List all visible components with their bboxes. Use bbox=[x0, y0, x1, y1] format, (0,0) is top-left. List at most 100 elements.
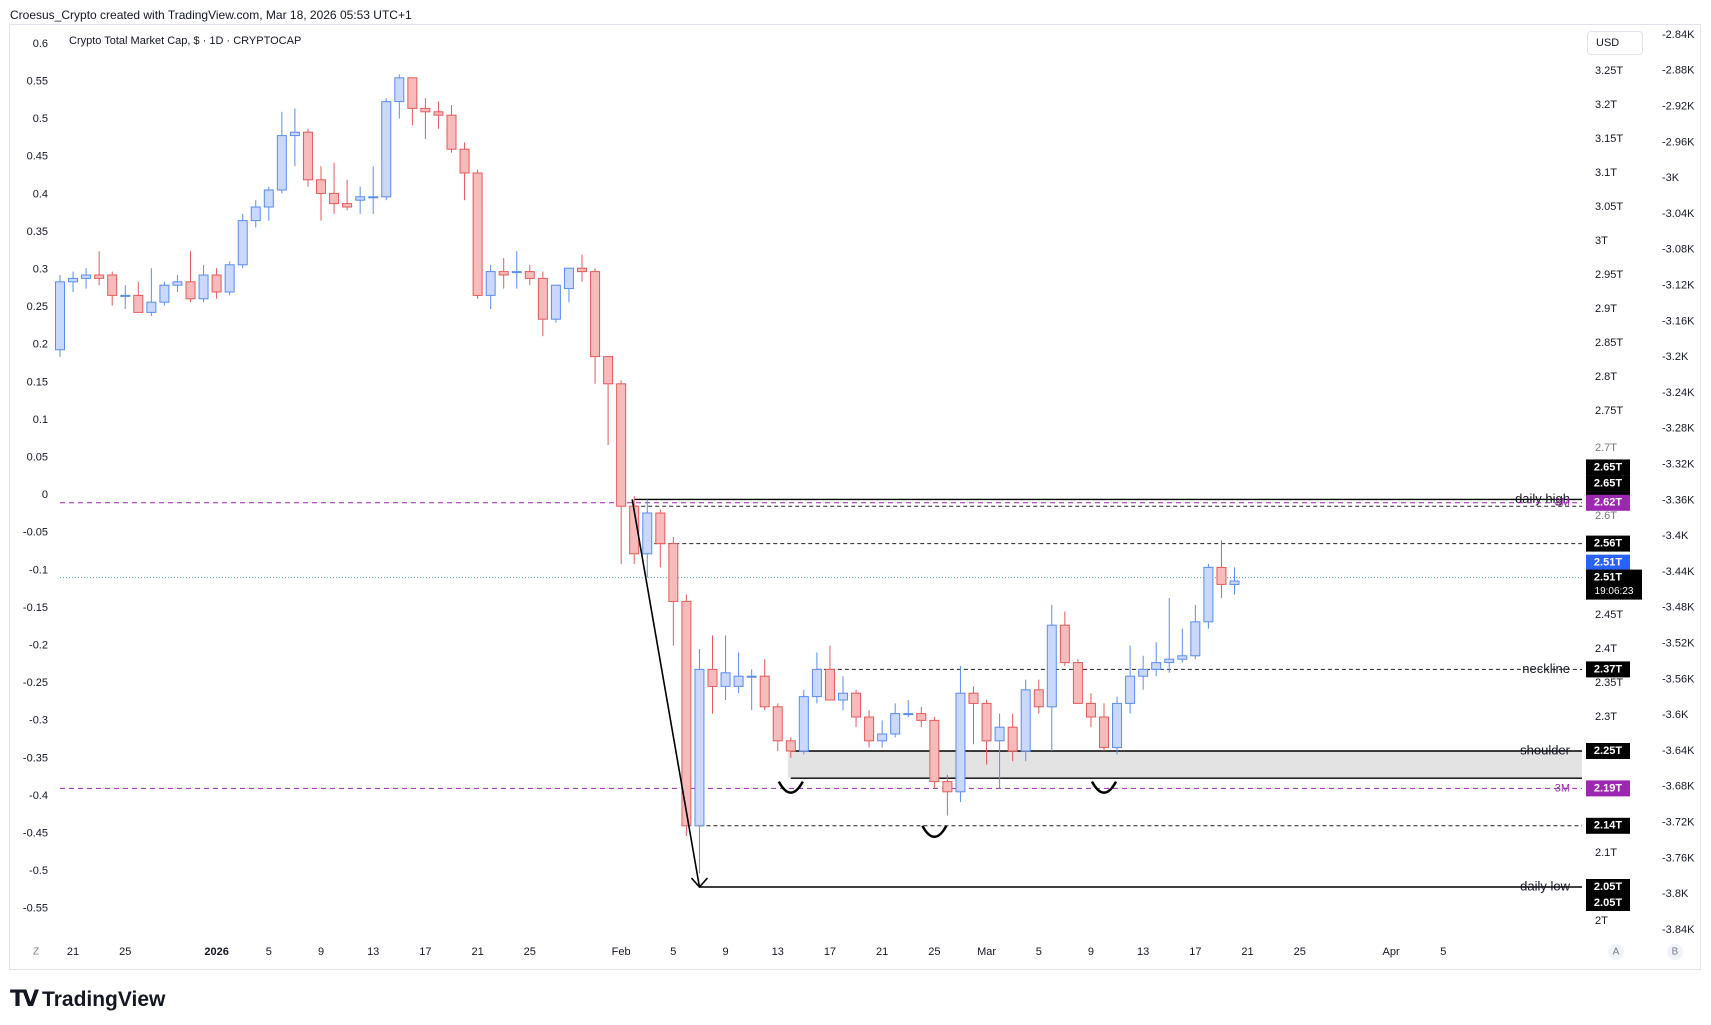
candle-up[interactable] bbox=[1203, 566, 1214, 623]
candle-up[interactable] bbox=[1164, 658, 1175, 664]
log-scale-button[interactable]: B bbox=[1672, 947, 1679, 958]
candle-down[interactable] bbox=[329, 192, 340, 205]
candle-down[interactable] bbox=[185, 281, 196, 300]
candle-up[interactable] bbox=[368, 196, 379, 199]
candle-up[interactable] bbox=[394, 77, 405, 103]
candle-up[interactable] bbox=[1020, 689, 1031, 752]
candle-up[interactable] bbox=[146, 301, 157, 313]
candle-down[interactable] bbox=[616, 383, 627, 507]
candle-up[interactable] bbox=[1177, 655, 1188, 660]
candle-up[interactable] bbox=[642, 512, 653, 555]
candle-up[interactable] bbox=[720, 672, 731, 687]
candle-down[interactable] bbox=[459, 148, 470, 174]
candle-up[interactable] bbox=[289, 131, 300, 137]
candle-up[interactable] bbox=[381, 101, 392, 198]
candle-down[interactable] bbox=[446, 114, 457, 150]
candle-down[interactable] bbox=[785, 740, 796, 752]
candle-down[interactable] bbox=[1033, 689, 1044, 708]
candle-up[interactable] bbox=[1138, 668, 1149, 677]
candle-down[interactable] bbox=[981, 702, 992, 742]
candle-up[interactable] bbox=[550, 284, 561, 320]
candle-down[interactable] bbox=[1085, 702, 1096, 718]
candle-up[interactable] bbox=[68, 277, 79, 283]
candle-down[interactable] bbox=[942, 781, 953, 793]
candle-up[interactable] bbox=[198, 274, 209, 300]
candle-up[interactable] bbox=[1125, 675, 1136, 704]
candle-down[interactable] bbox=[824, 668, 835, 701]
candle-down[interactable] bbox=[316, 179, 326, 194]
candle-down[interactable] bbox=[707, 668, 718, 687]
candle-down[interactable] bbox=[590, 271, 601, 358]
candle-up[interactable] bbox=[237, 220, 248, 266]
currency-button[interactable]: USD bbox=[1587, 31, 1643, 55]
candle-up[interactable] bbox=[994, 726, 1005, 742]
candle-down[interactable] bbox=[211, 274, 222, 293]
candle-down[interactable] bbox=[1216, 566, 1227, 585]
candle-up[interactable] bbox=[511, 271, 522, 274]
candle-up[interactable] bbox=[224, 264, 235, 293]
candle-up[interactable] bbox=[746, 675, 757, 678]
candle-down[interactable] bbox=[929, 719, 940, 783]
candle-up[interactable] bbox=[563, 267, 574, 290]
candle-up[interactable] bbox=[355, 196, 366, 201]
candle-up[interactable] bbox=[798, 696, 809, 752]
candle-up[interactable] bbox=[55, 281, 65, 351]
candle-down[interactable] bbox=[1072, 662, 1083, 704]
tradingview-footer[interactable]: TV TradingView bbox=[10, 987, 165, 1012]
candle-down[interactable] bbox=[577, 267, 587, 273]
candle-up[interactable] bbox=[172, 281, 183, 286]
candle-down[interactable] bbox=[433, 111, 444, 116]
chart-frame[interactable] bbox=[9, 24, 1701, 970]
auto-scale-button[interactable]: A bbox=[1613, 947, 1620, 958]
zoom-button[interactable]: Z bbox=[33, 947, 39, 958]
candle-down[interactable] bbox=[407, 77, 418, 109]
candle-up[interactable] bbox=[955, 692, 966, 793]
candle-down[interactable] bbox=[537, 277, 548, 320]
candle-up[interactable] bbox=[694, 668, 705, 827]
candle-down[interactable] bbox=[342, 203, 353, 208]
candle-up[interactable] bbox=[250, 206, 261, 222]
candle-down[interactable] bbox=[851, 692, 862, 718]
auto-scale-button-bg[interactable] bbox=[1608, 944, 1624, 960]
candle-up[interactable] bbox=[811, 668, 822, 698]
candle-down[interactable] bbox=[472, 172, 483, 296]
candle-down[interactable] bbox=[864, 716, 875, 742]
log-scale-button-bg[interactable] bbox=[1667, 944, 1683, 960]
candle-up[interactable] bbox=[1229, 580, 1240, 585]
candle-up[interactable] bbox=[276, 135, 287, 191]
candle-up[interactable] bbox=[1112, 702, 1123, 749]
candle-up[interactable] bbox=[1190, 621, 1201, 657]
candle-up[interactable] bbox=[1046, 624, 1057, 708]
candle-down[interactable] bbox=[420, 107, 431, 113]
candle-up[interactable] bbox=[159, 284, 170, 303]
candle-up[interactable] bbox=[81, 274, 92, 279]
candle-up[interactable] bbox=[120, 294, 131, 297]
candle-down[interactable] bbox=[524, 271, 535, 279]
candle-down[interactable] bbox=[1059, 624, 1070, 664]
candle-down[interactable] bbox=[916, 713, 927, 721]
candle-down[interactable] bbox=[629, 505, 640, 555]
candle-down[interactable] bbox=[968, 692, 979, 704]
candle-down[interactable] bbox=[133, 294, 144, 313]
candle-down[interactable] bbox=[603, 356, 614, 385]
candle-down[interactable] bbox=[668, 543, 679, 602]
candle-up[interactable] bbox=[877, 733, 888, 742]
candle-up[interactable] bbox=[1151, 662, 1162, 670]
candle-down[interactable] bbox=[302, 131, 313, 181]
candle-down[interactable] bbox=[1099, 716, 1109, 749]
candle-down[interactable] bbox=[772, 706, 783, 742]
candle-up[interactable] bbox=[890, 713, 901, 735]
candle-up[interactable] bbox=[733, 675, 744, 687]
candle-down[interactable] bbox=[1007, 726, 1018, 752]
candle-down[interactable] bbox=[498, 271, 509, 276]
candle-down[interactable] bbox=[681, 600, 692, 827]
candle-up[interactable] bbox=[838, 692, 848, 701]
candle-up[interactable] bbox=[903, 713, 914, 716]
candle-down[interactable] bbox=[94, 274, 105, 279]
candle-up[interactable] bbox=[263, 189, 274, 208]
candle-down[interactable] bbox=[655, 512, 666, 545]
candle-up[interactable] bbox=[485, 271, 496, 296]
candle-down[interactable] bbox=[107, 274, 118, 296]
candle-down[interactable] bbox=[759, 675, 770, 708]
